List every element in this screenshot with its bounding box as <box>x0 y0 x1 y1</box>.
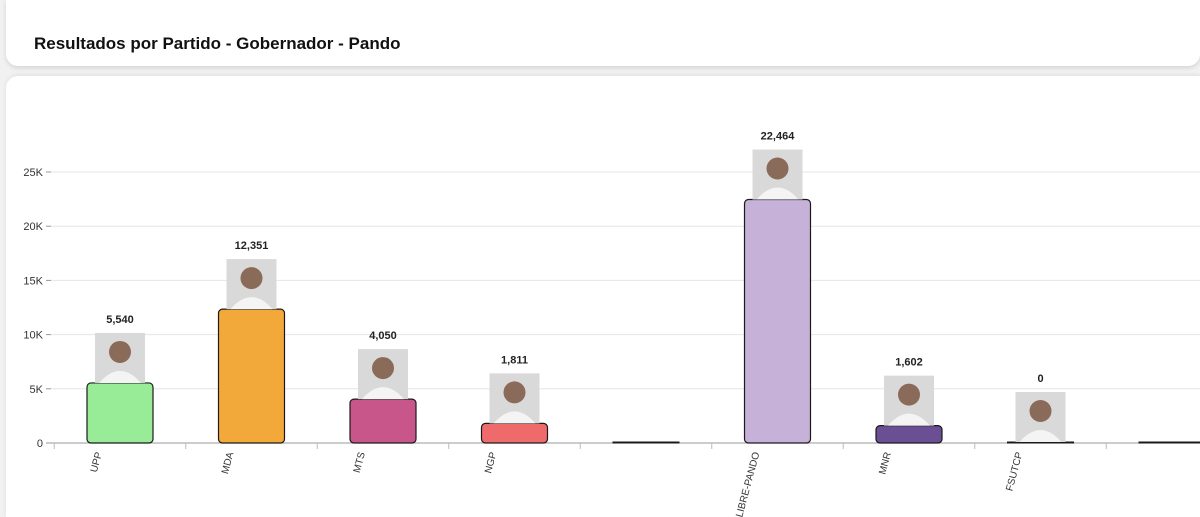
candidate-photo <box>358 349 408 400</box>
person-head-icon <box>503 381 526 404</box>
candidate-photo <box>1015 392 1066 442</box>
x-tick-label: FSUTCP <box>1004 451 1025 493</box>
results-bar-chart: 0 5K 10K 15K 20K 25K 5,540 UPP 12,351 MDA 4,050 MTS… <box>23 130 1200 517</box>
bar <box>875 425 943 444</box>
candidate-photo <box>489 373 540 424</box>
y-tick-label: 20K <box>23 221 43 233</box>
bar <box>349 398 417 444</box>
bar <box>217 308 286 444</box>
data-label: 12,351 <box>235 240 269 252</box>
person-head-icon <box>766 157 789 180</box>
y-tick-label: 10K <box>23 330 43 342</box>
x-tick-label: LIBRE-PANDO <box>734 451 762 517</box>
x-tick-label: NGP <box>483 451 499 475</box>
y-tick-label: 0 <box>37 438 43 450</box>
candidate-photo <box>226 259 277 310</box>
bar <box>1007 441 1074 444</box>
x-tick-label: UPP <box>89 451 105 474</box>
bar <box>86 382 154 444</box>
person-body-icon <box>493 411 536 424</box>
x-tick-label: MTS <box>352 451 368 475</box>
data-label: 22,464 <box>761 130 796 142</box>
candidate-photo <box>95 332 145 383</box>
person-head-icon <box>898 383 920 406</box>
x-tick-label: MDA <box>220 451 236 476</box>
person-body-icon <box>362 387 404 400</box>
bar <box>480 422 549 444</box>
data-label: 1,602 <box>895 357 923 369</box>
data-label: 5,540 <box>106 314 134 326</box>
header-card: Resultados por Partido - Gobernador - Pa… <box>6 0 1200 66</box>
y-tick-label: 15K <box>23 275 43 287</box>
data-label: 1,811 <box>501 354 528 366</box>
person-body-icon <box>99 370 141 383</box>
chart-card: 0 5K 10K 15K 20K 25K 5,540 UPP 12,351 MDA 4,050 MTS… <box>6 76 1200 517</box>
data-label: 0 <box>1037 373 1043 385</box>
person-body-icon <box>1019 430 1062 442</box>
y-tick-label: 25K <box>23 167 43 179</box>
person-body-icon <box>888 413 930 426</box>
page-title: Resultados por Partido - Gobernador - Pa… <box>34 34 401 53</box>
y-tick-label: 5K <box>30 384 44 396</box>
data-label: 4,050 <box>369 330 397 342</box>
candidate-photo <box>752 149 803 200</box>
person-head-icon <box>1029 400 1052 422</box>
person-head-icon <box>109 340 131 363</box>
bar <box>743 198 812 444</box>
person-head-icon <box>240 267 263 290</box>
bar <box>612 441 680 444</box>
x-tick-label: MNR <box>877 451 894 476</box>
person-body-icon <box>230 297 273 310</box>
person-head-icon <box>372 357 394 380</box>
person-body-icon <box>756 187 799 200</box>
bar <box>1138 441 1200 444</box>
candidate-photo <box>884 375 934 426</box>
